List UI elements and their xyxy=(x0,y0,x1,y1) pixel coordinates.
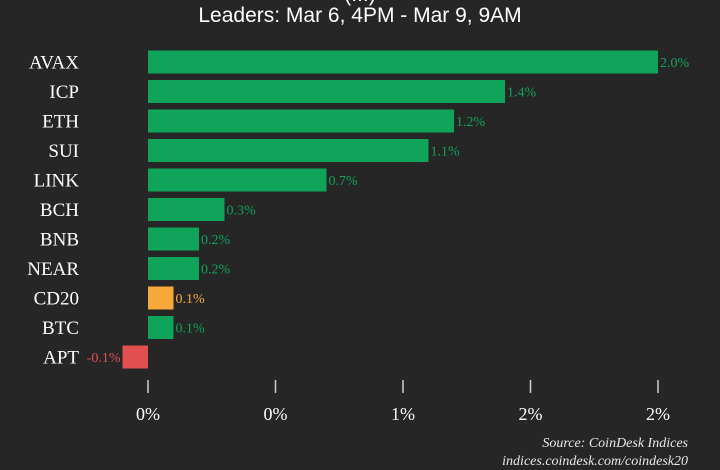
chart-title-partial: (...) xyxy=(0,0,720,7)
category-label-bch: BCH xyxy=(40,200,79,221)
bar-bnb[interactable] xyxy=(148,227,199,251)
category-label-link: LINK xyxy=(34,171,80,192)
bar-cd20[interactable] xyxy=(148,286,174,310)
bar-avax[interactable] xyxy=(148,50,658,74)
x-tick-label-0: 0% xyxy=(136,404,160,424)
value-label-eth: 1.2% xyxy=(456,115,486,130)
bar-apt[interactable] xyxy=(122,345,149,369)
value-label-avax: 2.0% xyxy=(660,56,690,71)
category-label-btc: BTC xyxy=(42,318,79,339)
source-url: indices.coindesk.com/coindesk20 xyxy=(502,454,688,469)
bar-bch[interactable] xyxy=(148,198,225,221)
x-tick-label-1: 0% xyxy=(264,404,288,424)
x-tick-label-3: 2% xyxy=(519,404,543,424)
category-label-apt: APT xyxy=(43,348,79,369)
category-label-near: NEAR xyxy=(27,259,79,280)
value-label-apt: -0.1% xyxy=(87,351,121,366)
category-label-avax: AVAX xyxy=(29,53,79,74)
category-label-cd20: CD20 xyxy=(34,289,79,310)
category-label-icp: ICP xyxy=(49,82,79,103)
chart-title: Leaders: Mar 6, 4PM - Mar 9, 9AM xyxy=(198,4,522,27)
value-label-link: 0.7% xyxy=(329,174,359,189)
category-label-bnb: BNB xyxy=(40,230,79,251)
value-label-icp: 1.4% xyxy=(507,86,537,101)
bar-link[interactable] xyxy=(148,168,327,192)
value-label-sui: 1.1% xyxy=(431,145,461,160)
bar-near[interactable] xyxy=(148,257,199,280)
bar-btc[interactable] xyxy=(148,316,174,339)
category-label-eth: ETH xyxy=(42,112,79,133)
x-tick-label-2: 1% xyxy=(391,404,415,424)
value-label-bnb: 0.2% xyxy=(201,233,231,248)
bar-sui[interactable] xyxy=(148,139,429,162)
value-label-near: 0.2% xyxy=(201,263,231,278)
source-line: Source: CoinDesk Indices xyxy=(542,436,688,451)
category-label-sui: SUI xyxy=(48,141,79,162)
value-label-cd20: 0.1% xyxy=(176,292,206,307)
bar-eth[interactable] xyxy=(148,109,454,133)
bar-icp[interactable] xyxy=(148,80,505,103)
value-label-btc: 0.1% xyxy=(176,322,206,337)
value-label-bch: 0.3% xyxy=(227,204,257,219)
x-tick-label-4: 2% xyxy=(646,404,670,424)
